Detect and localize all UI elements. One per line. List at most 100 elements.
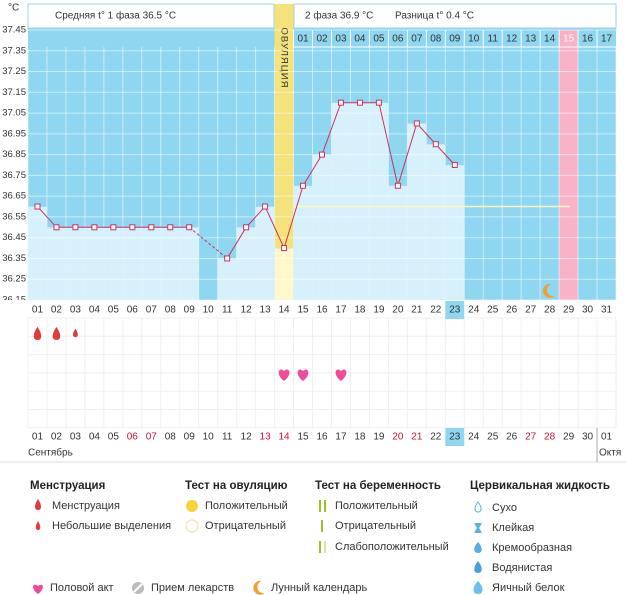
temperature-bar: [293, 185, 313, 301]
y-tick-label: 37.25: [2, 66, 26, 77]
y-tick-label: 36.25: [2, 274, 26, 285]
date-label: 29: [563, 432, 575, 443]
legend-item: Половой акт: [50, 582, 114, 594]
day-label: 04: [89, 305, 101, 316]
date-label: 10: [203, 432, 215, 443]
moon-icon: [542, 283, 555, 298]
day-label: 30: [582, 305, 594, 316]
day-label: 14: [279, 305, 291, 316]
temperature-bar: [27, 206, 48, 301]
day-label: 05: [108, 305, 120, 316]
date-label: 03: [70, 432, 82, 443]
cycle-day: 16: [582, 34, 594, 45]
today-highlight: [445, 428, 465, 446]
temperature-bar: [160, 227, 181, 301]
y-tick-label: 36.45: [2, 232, 26, 243]
menstruation-drop: [33, 327, 42, 340]
cycle-day: 01: [297, 34, 309, 45]
y-tick-label: 37.15: [2, 87, 26, 98]
date-label: 12: [241, 432, 253, 443]
intercourse-heart: [335, 369, 347, 381]
day-label: 10: [203, 305, 215, 316]
day-label: 18: [354, 305, 366, 316]
y-tick-label: 37.05: [2, 108, 26, 119]
y-tick-label: 37.45: [2, 25, 26, 36]
date-label: 17: [335, 432, 347, 443]
date-label: 06: [127, 432, 139, 443]
date-label: 01: [32, 432, 44, 443]
intercourse-heart: [278, 369, 290, 381]
y-tick-label: 36.65: [2, 191, 26, 202]
y-tick-label: 36.55: [2, 211, 26, 222]
legend-icon: [186, 500, 198, 512]
temperature-point: [148, 224, 155, 231]
day-label: 19: [373, 305, 385, 316]
date-label: 30: [582, 432, 594, 443]
date-label: 02: [51, 432, 63, 443]
temperature-point: [394, 182, 401, 189]
header-left: [27, 3, 275, 29]
day-label: 07: [146, 305, 158, 316]
day-label: 29: [563, 305, 575, 316]
legend-item: Клейкая: [492, 522, 534, 534]
date-label: 28: [544, 432, 556, 443]
date-label: 22: [430, 432, 442, 443]
day-label: 06: [127, 305, 139, 316]
y-tick-label: 36.85: [2, 149, 26, 160]
temperature-point: [319, 151, 325, 158]
temperature-point: [110, 224, 117, 231]
day-label: 17: [335, 305, 347, 316]
cycle-day: 13: [525, 34, 537, 45]
date-label: 13: [260, 432, 272, 443]
legend-icon: [474, 501, 482, 513]
cycle-day: 12: [506, 34, 518, 45]
legend-icon: [474, 542, 482, 553]
legend-item: Кремообразная: [492, 542, 572, 554]
cycle-day: 06: [392, 34, 404, 45]
temperature-point: [224, 255, 231, 262]
cycle-day: 08: [430, 34, 442, 45]
date-label: 23: [449, 432, 461, 443]
legend-title: Тест на овуляцию: [185, 480, 288, 492]
y-unit: °C: [8, 3, 19, 14]
temperature-bar: [141, 227, 162, 301]
date-label: 05: [108, 432, 120, 443]
day-label: 20: [392, 305, 404, 316]
date-label: 20: [392, 432, 404, 443]
temperature-bar: [46, 227, 67, 301]
temperature-point: [243, 224, 250, 231]
legend-icon: [324, 500, 326, 512]
legend-item: Отрицательный: [335, 520, 416, 532]
y-tick-label: 36.95: [2, 128, 26, 139]
gap-connector: [188, 226, 228, 259]
legend-title: Тест на беременность: [315, 480, 441, 492]
legend-item: Небольшие выделения: [52, 520, 171, 532]
date-label: 01: [601, 432, 613, 443]
day-label: 22: [430, 305, 442, 316]
temperature-point: [375, 99, 382, 106]
legend-title: Цервикальная жидкость: [470, 480, 610, 492]
date-label: 24: [468, 432, 480, 443]
day-label: 15: [297, 305, 309, 316]
phase2-text: 2 фаза 36.9 °C: [305, 10, 373, 22]
legend-icon: [33, 584, 43, 594]
legend-title: Менструация: [30, 480, 105, 492]
day-label: 01: [32, 305, 44, 316]
date-label: 11: [222, 432, 233, 443]
phase1-text: Средняя t° 1 фаза 36.5 °C: [55, 10, 176, 22]
day-label: 08: [165, 305, 177, 316]
temperature-bar: [103, 227, 124, 301]
temperature-bar: [426, 143, 446, 301]
y-tick-label: 37.35: [2, 45, 26, 56]
day-label: 25: [487, 305, 499, 316]
day-label: 24: [468, 305, 480, 316]
date-label: 08: [165, 432, 177, 443]
date-label: 16: [316, 432, 328, 443]
date-label: 21: [411, 432, 423, 443]
today-highlight: [445, 301, 465, 319]
temperature-bar: [350, 102, 370, 301]
temperature-bar: [179, 227, 200, 301]
legend-item: Менструация: [52, 500, 120, 512]
temperature-point: [72, 224, 79, 231]
legend-icon: [35, 499, 41, 510]
